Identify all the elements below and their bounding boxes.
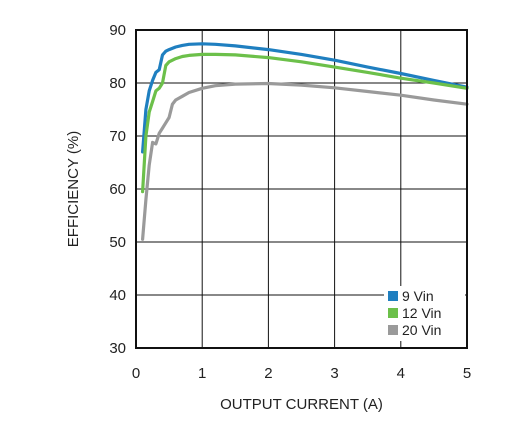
y-axis-title: EFFICIENCY (%) [65, 131, 82, 247]
x-tick-label: 0 [132, 365, 140, 382]
legend-label: 20 Vin [402, 322, 441, 338]
series-lines [141, 42, 469, 241]
x-tick-label: 4 [397, 365, 405, 382]
series-line-3 [141, 81, 469, 241]
x-axis-title: OUTPUT CURRENT (A) [220, 396, 383, 413]
x-tick-label: 5 [463, 365, 471, 382]
x-tick-label: 3 [330, 365, 338, 382]
legend-swatch [388, 291, 398, 301]
y-tick-label: 80 [109, 75, 126, 92]
y-tick-label: 70 [109, 128, 126, 145]
y-tick-label: 60 [109, 181, 126, 198]
legend-label: 12 Vin [402, 305, 441, 321]
x-tick-labels: 0 1 2 3 4 5 [132, 365, 471, 382]
y-tick-label: 30 [109, 340, 126, 357]
plot-frame [135, 29, 468, 349]
x-tick-label: 2 [264, 365, 272, 382]
y-tick-label: 40 [109, 287, 126, 304]
y-tick-label: 50 [109, 234, 126, 251]
legend-swatch [388, 308, 398, 318]
series-line-1 [141, 42, 469, 154]
x-tick-label: 1 [198, 365, 206, 382]
y-tick-label: 90 [109, 22, 126, 39]
legend-label: 9 Vin [402, 288, 434, 304]
y-tick-labels: 30 40 50 60 70 80 90 [109, 22, 126, 357]
series-line-2 [141, 52, 469, 194]
legend-swatch [388, 325, 398, 335]
